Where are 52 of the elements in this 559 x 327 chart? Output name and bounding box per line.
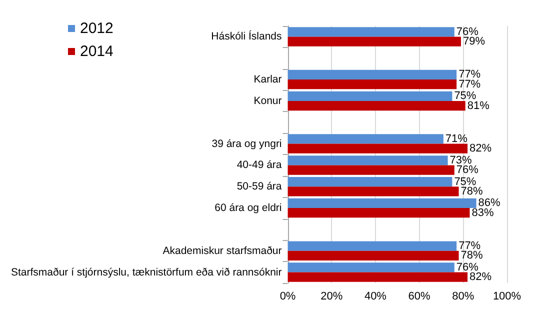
data-label: 82% — [470, 271, 492, 284]
bar — [288, 208, 470, 218]
y-tick-label: Starfsmaður í stjórnsýslu, tæknistörfum eða við rannsóknir — [10, 266, 282, 278]
data-label: 78% — [460, 250, 484, 262]
bar — [288, 262, 454, 272]
data-label: 77% — [458, 68, 481, 81]
data-label: 73% — [450, 154, 472, 166]
bar — [288, 250, 459, 261]
x-tick-label: 40% — [364, 290, 387, 302]
y-tick-label: 40-49 ára — [236, 159, 282, 172]
x-tick-label: 100% — [492, 290, 522, 302]
bar — [288, 272, 468, 282]
y-tick-label: Karlar — [254, 74, 282, 86]
data-label: 79% — [462, 36, 486, 48]
x-tick-label: 80% — [452, 290, 474, 302]
bar — [288, 100, 466, 111]
bar — [288, 144, 468, 154]
legend-label: 2012 — [80, 20, 114, 37]
data-label: 76% — [456, 164, 479, 176]
x-tick-label: 20% — [320, 290, 343, 302]
data-label: 71% — [445, 132, 468, 145]
y-tick-label: 60 ára og eldri — [214, 202, 282, 214]
data-label: 78% — [460, 185, 484, 198]
bar — [288, 70, 457, 80]
x-tick-label: 60% — [408, 290, 431, 302]
data-label: 86% — [478, 197, 501, 210]
bar — [288, 36, 461, 46]
y-tick-label: Akademiskur starfsmaður — [162, 244, 282, 257]
bar — [288, 198, 476, 208]
bar — [288, 176, 452, 187]
data-label: 83% — [472, 206, 494, 219]
data-label: 76% — [456, 261, 479, 274]
y-tick-label: 39 ára og yngri — [212, 138, 282, 150]
y-tick-label: 50-59 ára — [236, 180, 282, 193]
y-tick-label: Háskóli Íslands — [211, 30, 282, 43]
bar — [288, 91, 452, 101]
legend-label: 2014 — [80, 43, 114, 60]
bar — [288, 241, 457, 251]
bar — [288, 80, 457, 90]
bar — [288, 134, 444, 144]
bar — [288, 27, 454, 37]
bar — [288, 186, 459, 196]
data-label: 81% — [467, 100, 490, 112]
bar — [288, 165, 454, 175]
data-label: 76% — [456, 26, 479, 38]
x-tick-label: 0% — [280, 290, 296, 302]
data-label: 77% — [458, 78, 481, 90]
data-label: 82% — [470, 142, 492, 155]
data-label: 75% — [454, 90, 476, 102]
bar — [288, 156, 448, 166]
data-label: 75% — [454, 176, 476, 188]
y-tick-label: Konur — [254, 94, 282, 107]
